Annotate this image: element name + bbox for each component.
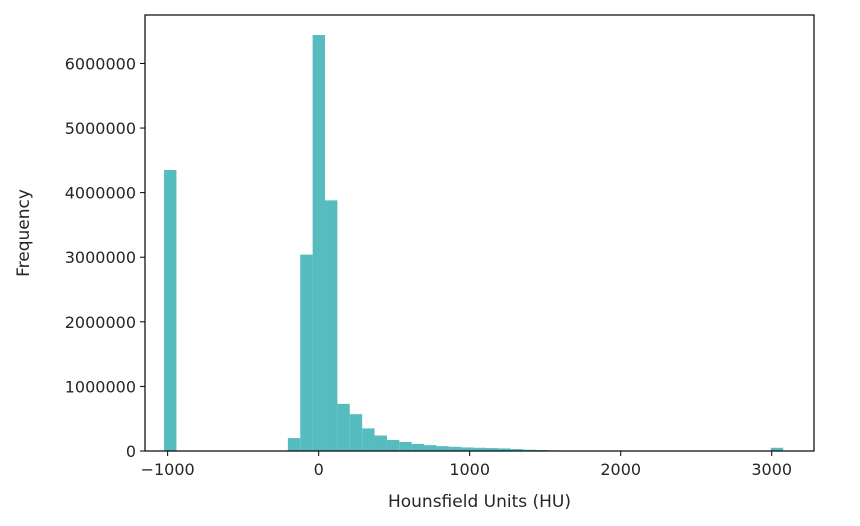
histogram-bar-3 bbox=[312, 35, 326, 451]
histogram-bar-8 bbox=[374, 435, 387, 451]
histogram-bar-9 bbox=[386, 440, 400, 451]
y-tick-label: 1000000 bbox=[65, 377, 136, 396]
histogram-bar-4 bbox=[325, 200, 338, 451]
y-tick-label: 6000000 bbox=[65, 54, 136, 73]
plot-frame bbox=[144, 14, 815, 452]
x-tick-label: −1000 bbox=[141, 460, 195, 479]
y-axis-ticks: 0 1000000 2000000 3000000 4000000 5000000 6000… bbox=[65, 54, 145, 461]
histogram-bar-5 bbox=[337, 403, 350, 451]
y-axis-label: Frequency bbox=[14, 189, 34, 277]
histogram-bar-6 bbox=[349, 414, 363, 451]
histogram-bar-12 bbox=[424, 445, 437, 451]
histogram-bar-15 bbox=[461, 447, 474, 451]
x-tick-label: 0 bbox=[314, 460, 324, 479]
x-axis-ticks: −1000 0 1000 2000 3000 bbox=[141, 451, 792, 479]
histogram-bar-11 bbox=[411, 443, 425, 451]
histogram-bar-0 bbox=[164, 170, 177, 451]
histogram-bar-7 bbox=[362, 428, 375, 451]
histogram-bar-16 bbox=[473, 447, 486, 451]
x-tick-label: 1000 bbox=[449, 460, 490, 479]
y-tick-label: 5000000 bbox=[65, 119, 136, 138]
histogram-bar-2 bbox=[300, 254, 313, 451]
histogram-bars bbox=[164, 35, 784, 451]
histogram-bar-18 bbox=[498, 448, 511, 451]
histogram-bar-20 bbox=[523, 449, 536, 451]
x-tick-label: 2000 bbox=[600, 460, 641, 479]
histogram-bar-1 bbox=[287, 438, 301, 451]
x-axis-label: Hounsfield Units (HU) bbox=[388, 492, 571, 512]
x-tick-label: 3000 bbox=[751, 460, 792, 479]
histogram-bar-14 bbox=[448, 446, 462, 451]
histogram-bar-13 bbox=[436, 446, 449, 451]
histogram-bar-17 bbox=[485, 448, 499, 451]
histogram-bar-40 bbox=[770, 447, 784, 451]
y-tick-label: 4000000 bbox=[65, 184, 136, 203]
histogram-bar-10 bbox=[399, 441, 412, 451]
y-tick-label: 3000000 bbox=[65, 248, 136, 267]
y-tick-label: 2000000 bbox=[65, 313, 136, 332]
histogram-bar-19 bbox=[510, 449, 524, 451]
y-tick-label: 0 bbox=[126, 442, 136, 461]
